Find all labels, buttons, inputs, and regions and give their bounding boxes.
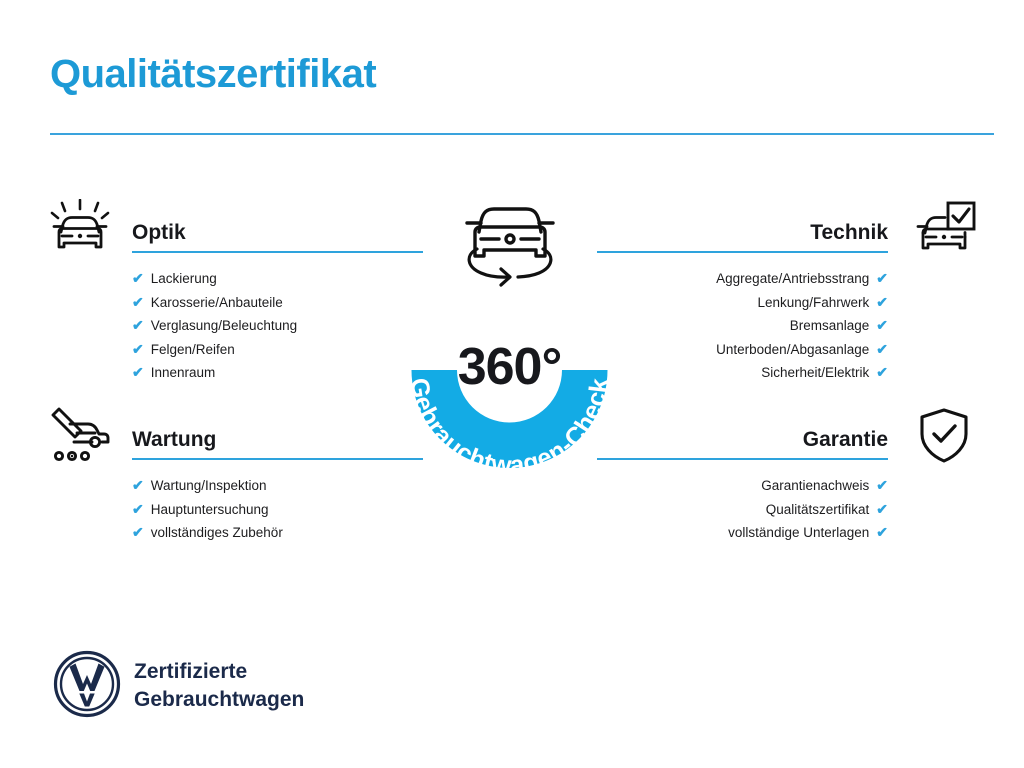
list-item-label: Unterboden/Abgasanlage [716, 341, 870, 357]
vw-logo-text-line1: Zertifizierte [134, 660, 248, 683]
check-icon: ✔ [132, 317, 144, 333]
list-item: ✔ Innenraum [132, 361, 423, 385]
list-item-label: Karosserie/Anbauteile [150, 294, 283, 310]
section-optik-header: Optik [48, 198, 423, 267]
section-optik-title: Optik [132, 221, 186, 244]
section-optik: Optik ✔ Lackierung ✔ Karosserie/Anbautei… [48, 198, 423, 385]
list-item: Bremsanlage ✔ [790, 314, 888, 338]
badge-360-gebrauchtwagen-check: Gebrauchtwagen-Check 360° [373, 207, 646, 498]
ring-360: Gebrauchtwagen-Check [373, 252, 646, 498]
list-item-label: Felgen/Reifen [150, 341, 235, 357]
list-item: Qualitätszertifikat ✔ [766, 498, 888, 522]
section-garantie-list: Garantienachweis ✔ Qualitätszertifikat ✔… [601, 474, 976, 545]
list-item: ✔ Karosserie/Anbauteile [132, 291, 423, 315]
section-wartung: Wartung ✔ Wartung/Inspektion ✔ Hauptunte… [48, 407, 423, 545]
list-item-label: Garantienachweis [761, 478, 870, 493]
list-item: ✔ Verglasung/Beleuchtung [132, 314, 423, 338]
section-optik-list: ✔ Lackierung ✔ Karosserie/Anbauteile ✔ V… [48, 267, 423, 385]
page-title: Qualitätszertifikat [50, 52, 377, 96]
list-item-label: Lackierung [150, 271, 217, 286]
section-technik-divider [597, 251, 888, 253]
list-item-label: Verglasung/Beleuchtung [150, 318, 298, 333]
list-item: Sicherheit/Elektrik ✔ [761, 361, 888, 385]
list-item: Aggregate/Antriebsstrang ✔ [716, 267, 888, 291]
section-technik-title: Technik [810, 221, 888, 244]
list-item-label: vollständiges Zubehör [150, 525, 283, 540]
list-item: ✔ Lackierung [132, 267, 423, 291]
list-item: ✔ vollständiges Zubehör [132, 521, 423, 545]
badge-degrees-label: 360° [457, 338, 563, 396]
list-item: Garantienachweis ✔ [761, 474, 888, 498]
vw-logo-text: Zertifizierte Gebrauchtwagen [134, 658, 304, 714]
check-icon: ✔ [876, 524, 888, 540]
section-garantie: Garantie Garantienachweis ✔ Qualitätszer… [597, 408, 976, 545]
check-icon: ✔ [132, 340, 144, 357]
check-icon: ✔ [132, 270, 144, 286]
list-item-label: Qualitätszertifikat [765, 501, 870, 517]
vw-logo-text-line2: Gebrauchtwagen [134, 688, 305, 711]
section-wartung-divider [132, 458, 423, 460]
list-item: ✔ Felgen/Reifen [132, 338, 423, 362]
check-icon: ✔ [876, 364, 888, 380]
section-technik-list: Aggregate/Antriebsstrang ✔ Lenkung/Fahrw… [601, 267, 976, 385]
check-icon: ✔ [132, 364, 144, 380]
section-garantie-title: Garantie [802, 428, 888, 451]
check-icon: ✔ [876, 270, 888, 286]
car-front-rotate-icon [451, 192, 569, 292]
car-front-checkbox-icon [912, 199, 976, 259]
check-icon: ✔ [132, 293, 144, 310]
section-technik: Technik Aggregate/Antriebsstrang ✔ Lenku… [597, 201, 976, 385]
check-icon: ✔ [876, 500, 888, 517]
check-icon: ✔ [876, 477, 888, 493]
list-item-label: Wartung/Inspektion [150, 478, 267, 493]
section-garantie-divider [597, 458, 888, 460]
list-item: vollständige Unterlagen ✔ [728, 521, 888, 545]
list-item: ✔ Wartung/Inspektion [132, 474, 423, 498]
list-item-label: vollständige Unterlagen [728, 525, 870, 540]
list-item-label: Innenraum [150, 365, 216, 380]
check-icon: ✔ [132, 500, 144, 517]
check-icon: ✔ [876, 317, 888, 333]
car-front-shine-icon [48, 198, 112, 259]
list-item-label: Bremsanlage [789, 318, 870, 333]
section-technik-header: Technik [597, 201, 976, 267]
check-icon: ✔ [876, 293, 888, 310]
section-wartung-list: ✔ Wartung/Inspektion ✔ Hauptuntersuchung… [48, 474, 423, 545]
section-garantie-header: Garantie [597, 408, 976, 474]
list-item-label: Aggregate/Antriebsstrang [716, 271, 870, 286]
list-item: Lenkung/Fahrwerk ✔ [757, 291, 888, 315]
section-wartung-title: Wartung [132, 428, 217, 451]
check-icon: ✔ [132, 477, 144, 493]
vw-logo [53, 650, 121, 718]
shield-check-icon [912, 406, 976, 466]
list-item: ✔ Hauptuntersuchung [132, 498, 423, 522]
check-icon: ✔ [876, 340, 888, 357]
section-optik-divider [132, 251, 423, 253]
check-icon: ✔ [132, 524, 144, 540]
list-item: Unterboden/Abgasanlage ✔ [716, 338, 888, 362]
list-item-label: Lenkung/Fahrwerk [757, 294, 870, 310]
list-item-label: Hauptuntersuchung [150, 501, 269, 517]
section-wartung-header: Wartung [48, 407, 423, 474]
title-divider [50, 133, 994, 135]
list-item-label: Sicherheit/Elektrik [761, 365, 870, 380]
wrench-car-service-icon [48, 406, 112, 466]
